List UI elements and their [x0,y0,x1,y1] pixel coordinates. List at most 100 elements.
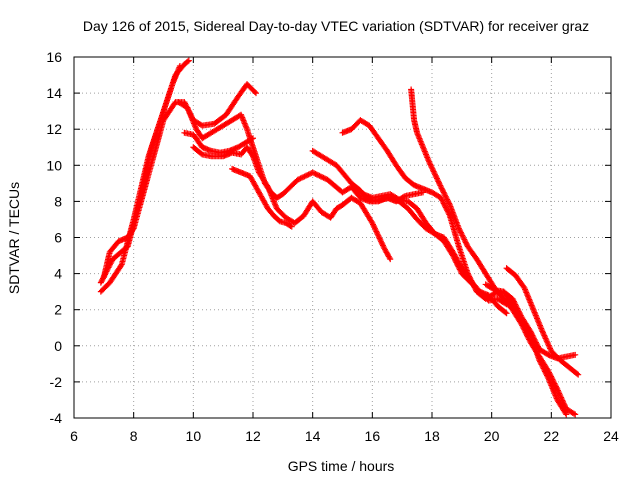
data-point-marker [250,135,256,142]
data-point-marker [460,235,467,242]
data-point-marker [294,176,301,183]
data-point-marker [306,170,313,177]
data-point-marker [316,172,323,179]
data-point-marker [503,301,510,308]
data-point-marker [386,254,393,261]
x-tick-label: 22 [544,428,560,444]
data-point-marker [313,171,320,178]
x-tick-label: 20 [484,428,500,444]
data-point-marker [457,228,464,235]
y-tick-label: 0 [54,338,62,354]
data-point-marker [297,175,304,182]
data-point-marker [319,174,326,181]
data-point-marker [462,237,469,244]
data-point-marker [502,309,509,316]
data-point-marker [541,366,548,373]
data-point-marker [437,183,444,190]
data-point-marker [438,185,445,192]
series-track-13 [482,281,570,418]
data-point-marker [444,197,451,204]
data-point-marker [252,90,259,97]
data-point-marker [539,364,546,371]
data-point-marker [456,226,463,233]
data-point-marker [185,57,192,64]
data-point-marker [305,171,312,178]
data-point-marker [526,330,533,337]
data-point-marker [462,239,469,246]
data-point-marker [538,361,545,368]
grid-layer [74,57,611,418]
data-point-marker [442,204,449,211]
data-point-marker [461,236,468,243]
x-axis-title: GPS time / hours [288,458,395,474]
data-point-marker [184,58,191,65]
data-point-marker [198,150,205,157]
y-tick-label: 12 [46,121,62,137]
x-tick-label: 14 [305,428,321,444]
data-point-marker [574,370,581,377]
x-tick-label: 16 [365,428,381,444]
data-point-marker [312,170,319,177]
data-point-marker [446,211,453,218]
data-point-marker [251,88,258,95]
y-tick-label: 6 [54,230,62,246]
data-point-marker [572,411,579,418]
data-point-marker [302,172,309,179]
y-tick-label: 2 [54,302,62,318]
data-point-marker [575,371,582,378]
data-point-marker [459,233,466,240]
data-point-marker [539,362,546,369]
series-track-12 [503,265,582,378]
y-tick-label: 10 [46,157,62,173]
data-point-marker [442,193,449,200]
data-point-marker [309,169,316,176]
data-point-marker [444,208,451,215]
x-tick-label: 12 [245,428,261,444]
data-point-marker [438,196,445,203]
data-point-marker [442,203,449,210]
data-point-marker [439,197,446,204]
data-point-marker [394,195,401,202]
data-point-marker [296,176,303,183]
data-point-marker [437,194,444,201]
series-track-11 [351,183,510,308]
data-point-marker [570,410,577,417]
data-point-marker [542,369,549,376]
series-track-7 [229,165,295,230]
data-point-marker [446,200,453,207]
data-point-marker [304,172,311,179]
data-point-marker [440,189,447,196]
data-point-marker [442,192,449,199]
series-layer [97,57,582,418]
y-tick-label: -4 [50,410,63,426]
chart-title: Day 126 of 2015, Sidereal Day-to-day VTE… [83,18,589,34]
data-point-marker [441,201,448,208]
data-point-marker [552,383,559,390]
data-point-marker [287,222,294,229]
data-point-marker [490,286,497,293]
data-point-marker [541,368,548,375]
data-point-marker [445,210,452,217]
series-track-6 [190,144,394,263]
data-point-marker [288,223,295,230]
data-point-marker [249,151,256,158]
data-point-marker [572,351,579,358]
data-point-marker [440,198,447,205]
data-point-marker [563,411,570,418]
data-point-marker [445,199,452,206]
data-point-marker [317,173,324,180]
data-point-marker [311,170,318,177]
x-tick-label: 24 [603,428,619,444]
data-point-marker [117,262,124,269]
y-tick-label: 14 [46,85,62,101]
data-point-marker [537,360,544,367]
data-point-marker [440,200,447,207]
data-point-marker [301,173,308,180]
data-point-marker [455,225,462,232]
data-point-marker [503,310,510,317]
data-point-marker [443,205,450,212]
y-tick-label: 16 [46,49,62,65]
